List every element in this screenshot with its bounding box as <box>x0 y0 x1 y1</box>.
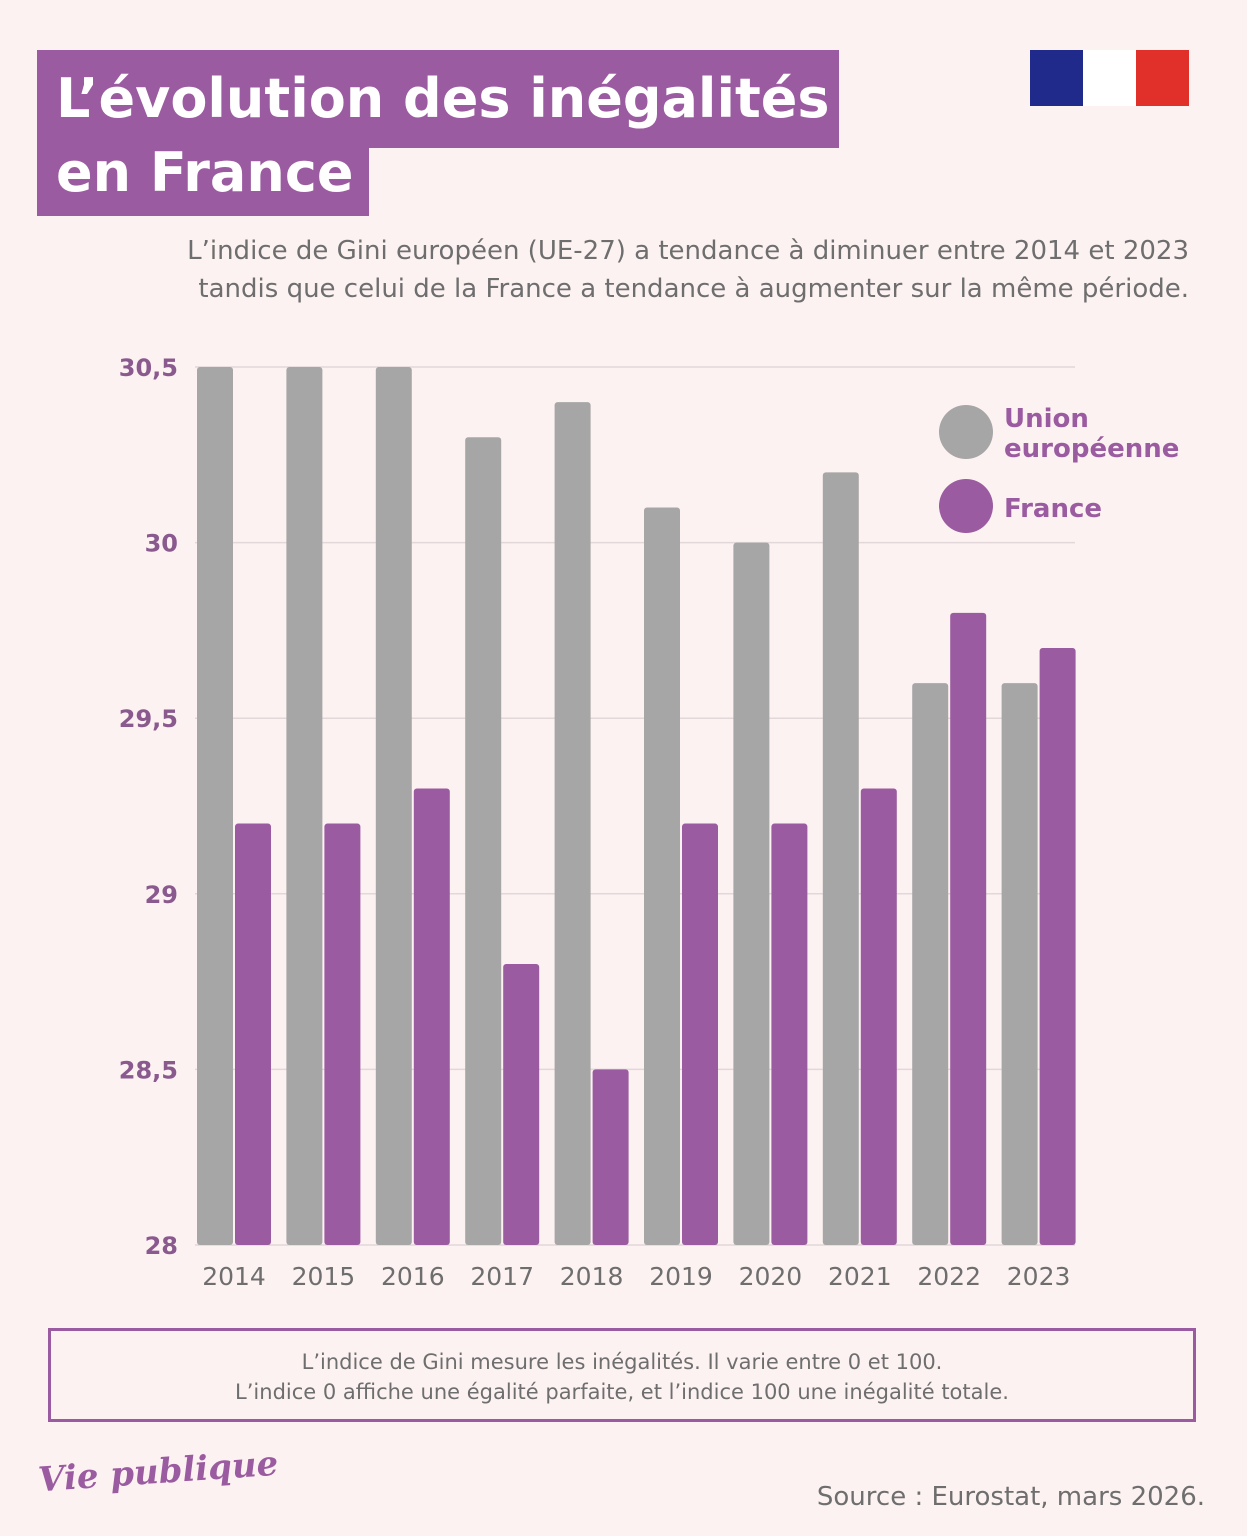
definition-box: L’indice de Gini mesure les inégalités. … <box>48 1328 1196 1422</box>
bar-eu-2015 <box>286 367 323 1245</box>
y-tick-label: 30,5 <box>119 354 178 382</box>
bar-france-2014 <box>235 823 271 1245</box>
bar-eu-2021 <box>822 472 859 1245</box>
x-tick-label: 2014 <box>202 1262 266 1291</box>
y-tick-label: 28 <box>145 1232 178 1260</box>
bar-eu-2018 <box>554 402 591 1245</box>
bar-eu-2022 <box>912 683 949 1245</box>
bar-france-2021 <box>860 788 897 1245</box>
bar-eu-2016 <box>375 367 412 1245</box>
vie-publique-logo: Vie publique <box>36 1443 280 1501</box>
bar-france-2015 <box>324 823 361 1245</box>
x-tick-label: 2020 <box>739 1262 803 1291</box>
x-tick-label: 2023 <box>1007 1262 1071 1291</box>
bar-france-2020 <box>771 823 808 1245</box>
legend-eu-swatch <box>939 405 993 459</box>
title-bg <box>37 50 839 148</box>
bar-eu-2014 <box>197 367 233 1245</box>
x-tick-label: 2015 <box>292 1262 356 1291</box>
bar-eu-2023 <box>1001 683 1038 1245</box>
note-line-2: L’indice 0 affiche une égalité parfaite,… <box>235 1380 1009 1404</box>
x-tick-label: 2022 <box>917 1262 981 1291</box>
marianne-logo-icon <box>1030 50 1189 106</box>
note-line-1: L’indice de Gini mesure les inégalités. … <box>301 1350 943 1374</box>
source: Source : Eurostat, mars 2026. <box>816 1482 1205 1512</box>
bar-france-2022 <box>950 612 987 1245</box>
legend-eu-label-2: européenne <box>1004 434 1179 464</box>
x-tick-label: 2017 <box>470 1262 534 1291</box>
x-tick-label: 2018 <box>560 1262 624 1291</box>
legend-france-swatch <box>939 479 993 533</box>
legend-france-label: France <box>1004 494 1102 524</box>
x-tick-label: 2021 <box>828 1262 892 1291</box>
subtitle: L’indice de Gini européen (UE-27) a tend… <box>187 236 1189 304</box>
page-title: L’évolution des inégalités en France <box>56 67 830 204</box>
x-tick-label: 2019 <box>649 1262 713 1291</box>
bar-eu-2019 <box>644 507 680 1245</box>
y-tick-label: 28,5 <box>119 1056 178 1084</box>
bar-france-2017 <box>503 964 540 1245</box>
y-tick-label: 29 <box>145 881 178 909</box>
bar-eu-2020 <box>733 542 770 1245</box>
x-tick-label: 2016 <box>381 1262 445 1291</box>
legend-eu-label-1: Union <box>1004 404 1089 434</box>
y-tick-label: 30 <box>145 530 178 558</box>
bar-france-2019 <box>682 823 718 1245</box>
title-bg-2 <box>37 146 369 216</box>
bar-france-2016 <box>413 788 450 1245</box>
bar-chart: 28 28,5 29 29,5 30 30,5 2014 2015 2016 2017 2018 20… <box>119 354 1180 1291</box>
bar-france-2018 <box>592 1069 629 1245</box>
bar-eu-2017 <box>465 437 502 1245</box>
y-tick-label: 29,5 <box>119 705 178 733</box>
bar-france-2023 <box>1039 647 1076 1245</box>
